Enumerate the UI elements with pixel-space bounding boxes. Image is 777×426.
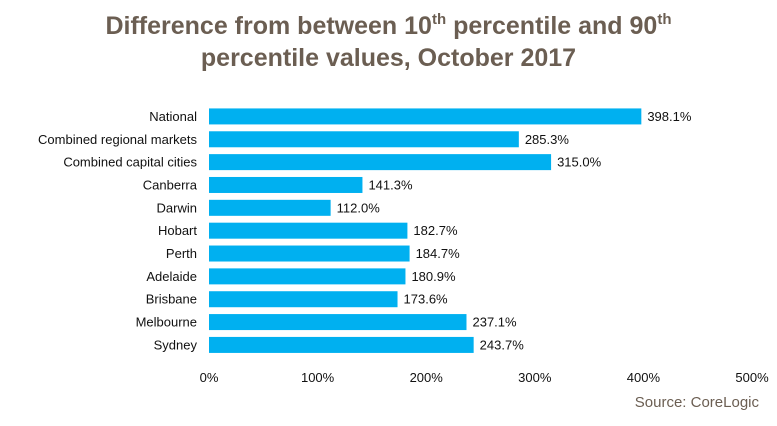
- bar-melbourne: [209, 314, 467, 331]
- category-label-adelaide: Adelaide: [146, 269, 197, 284]
- bar-combined-capital-cities: [209, 154, 552, 171]
- category-label-perth: Perth: [166, 246, 197, 261]
- category-label-combined-capital-cities: Combined capital cities: [63, 155, 197, 170]
- value-label-darwin: 112.0%: [337, 200, 381, 215]
- x-tick-label-500: 500%: [735, 370, 769, 385]
- x-tick-label-300: 300%: [518, 370, 552, 385]
- title-line-2: percentile values, October 2017: [200, 44, 577, 72]
- title-superscript-1: th: [431, 11, 447, 28]
- category-label-combined-regional-markets: Combined regional markets: [38, 132, 197, 147]
- x-tick-label-200: 200%: [410, 370, 444, 385]
- value-label-hobart: 182.7%: [413, 223, 458, 238]
- value-label-sydney: 243.7%: [480, 337, 525, 352]
- category-label-brisbane: Brisbane: [146, 292, 197, 307]
- title-line-1: Difference from between 10th percentile …: [0, 10, 777, 42]
- chart-title: Difference from between 10th percentile …: [0, 10, 777, 74]
- category-label-melbourne: Melbourne: [136, 315, 197, 330]
- bar-darwin: [209, 199, 331, 216]
- value-label-perth: 184.7%: [416, 246, 461, 261]
- category-label-national: National: [149, 109, 197, 124]
- x-tick-label-100: 100%: [301, 370, 335, 385]
- category-label-sydney: Sydney: [154, 337, 198, 352]
- category-label-hobart: Hobart: [158, 223, 197, 238]
- bar-combined-regional-markets: [209, 131, 519, 148]
- title-superscript-2: th: [657, 11, 672, 28]
- value-label-adelaide: 180.9%: [411, 269, 456, 284]
- x-tick-label-0: 0%: [200, 370, 219, 385]
- bar-national: [209, 108, 642, 125]
- title-text-1: Difference from between 10: [105, 12, 432, 40]
- value-label-melbourne: 237.1%: [472, 315, 517, 330]
- value-label-canberra: 141.3%: [368, 177, 413, 192]
- title-text-2: percentile and 90: [446, 12, 658, 40]
- category-label-canberra: Canberra: [143, 177, 198, 192]
- value-label-brisbane: 173.6%: [404, 292, 449, 307]
- value-label-national: 398.1%: [647, 109, 692, 124]
- value-label-combined-regional-markets: 285.3%: [525, 132, 570, 147]
- bar-sydney: [209, 336, 474, 353]
- bar-hobart: [209, 222, 408, 239]
- category-label-darwin: Darwin: [157, 200, 197, 215]
- x-tick-label-400: 400%: [627, 370, 661, 385]
- bar-adelaide: [209, 268, 406, 285]
- source-note: Source: CoreLogic: [634, 394, 759, 411]
- value-label-combined-capital-cities: 315.0%: [557, 155, 602, 170]
- bar-brisbane: [209, 291, 398, 308]
- bar-canberra: [209, 176, 363, 193]
- bar-perth: [209, 245, 410, 262]
